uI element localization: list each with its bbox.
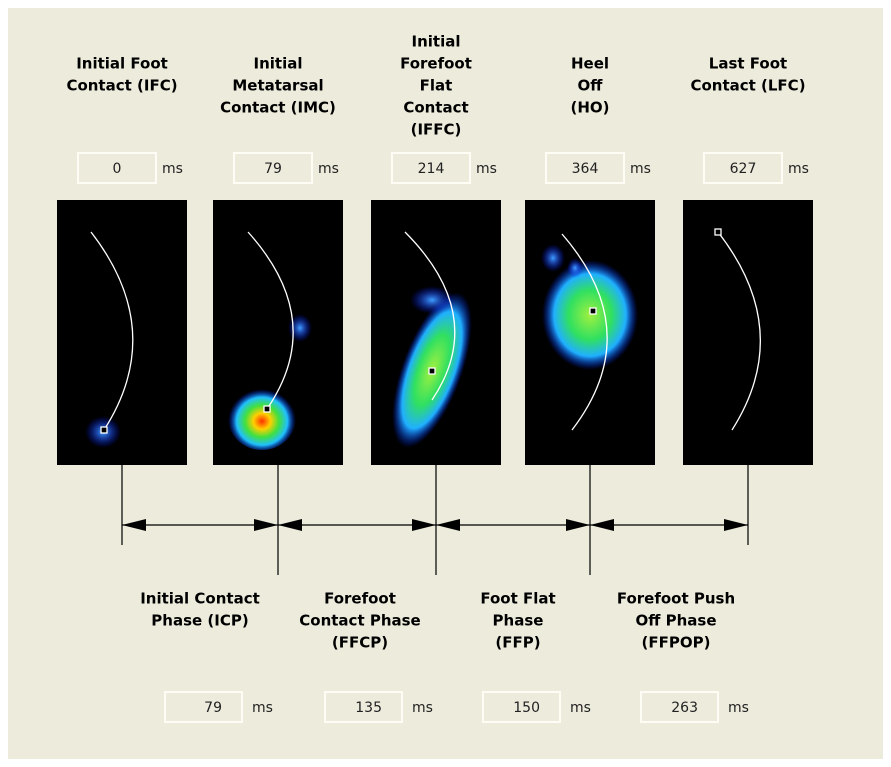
phase-value: 135	[355, 700, 382, 716]
pressure-blob	[228, 386, 296, 450]
event-value: 627	[730, 161, 757, 177]
cop-marker	[101, 427, 107, 433]
pressure-blob	[410, 286, 454, 314]
cop-marker	[590, 308, 596, 314]
unit-label: ms	[570, 700, 591, 716]
unit-label: ms	[476, 161, 497, 177]
event-value: 0	[113, 161, 122, 177]
event-label: (HO)	[570, 99, 609, 117]
phase-label: (FFPOP)	[642, 634, 711, 652]
unit-label: ms	[728, 700, 749, 716]
event-label: (IFFC)	[411, 121, 462, 139]
cop-marker	[715, 229, 721, 235]
phase-label: Forefoot Push	[617, 590, 735, 608]
panel: Initial Foot Contact (IFC) 0 ms Initial Metat…	[0, 0, 891, 767]
event-label: Forefoot	[400, 55, 472, 73]
phase-label: (FFP)	[495, 634, 540, 652]
unit-label: ms	[788, 161, 809, 177]
phase-label: (FFCP)	[332, 634, 388, 652]
pressure-blob	[541, 244, 565, 272]
unit-label: ms	[252, 700, 273, 716]
unit-label: ms	[162, 161, 183, 177]
phase-value: 263	[671, 700, 698, 716]
phase-label: Forefoot	[324, 590, 396, 608]
event-value: 214	[418, 161, 445, 177]
cop-marker	[429, 368, 435, 374]
phase-value: 79	[204, 700, 222, 716]
event-label: Flat	[420, 77, 453, 95]
cop-marker	[264, 406, 270, 412]
event-label: Heel	[571, 55, 609, 73]
event-value: 79	[264, 161, 282, 177]
event-label: Initial	[412, 33, 461, 51]
event-label: Contact (IMC)	[220, 99, 336, 117]
event-label: Metatarsal	[232, 77, 323, 95]
event-value: 364	[572, 161, 599, 177]
event-label: Initial Foot	[76, 55, 168, 73]
pressure-blob	[567, 258, 583, 278]
event-label: Last Foot	[709, 55, 787, 73]
pressure-blob	[542, 260, 638, 370]
footprint-image	[57, 200, 187, 465]
unit-label: ms	[412, 700, 433, 716]
phase-value: 150	[513, 700, 540, 716]
phase-label: Phase	[493, 612, 544, 630]
phase-label: Foot Flat	[480, 590, 555, 608]
phase-label: Phase (ICP)	[151, 612, 248, 630]
footprint-image	[683, 200, 813, 465]
event-label: Contact	[403, 99, 468, 117]
unit-label: ms	[630, 161, 651, 177]
phase-label: Initial Contact	[140, 590, 260, 608]
unit-label: ms	[318, 161, 339, 177]
event-label: Off	[578, 77, 604, 95]
event-label: Initial	[254, 55, 303, 73]
event-label: Contact (LFC)	[690, 77, 805, 95]
phase-label: Off Phase	[635, 612, 716, 630]
event-label: Contact (IFC)	[66, 77, 177, 95]
phase-label: Contact Phase	[299, 612, 420, 630]
